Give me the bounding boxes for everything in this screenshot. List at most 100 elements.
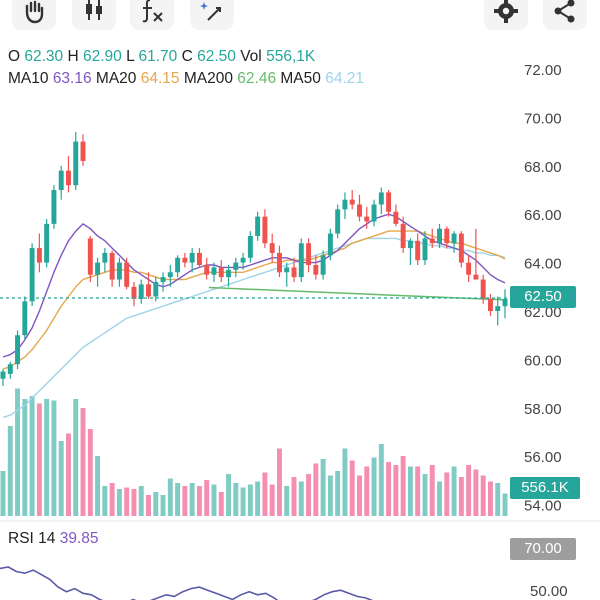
candle-body: [313, 265, 319, 275]
hand-tool-button[interactable]: [12, 0, 56, 30]
close-value: 62.50: [197, 48, 236, 65]
candle-body: [22, 301, 28, 336]
drawing-tools-button[interactable]: [190, 0, 234, 30]
candle-body: [204, 265, 210, 275]
candle-body: [182, 257, 188, 263]
settings-button[interactable]: [484, 0, 528, 30]
candle-body: [473, 274, 479, 280]
toolbar: [0, 0, 600, 34]
volume-bar: [146, 495, 151, 516]
candle-body: [444, 228, 450, 244]
ma20-label: MA20: [95, 70, 137, 87]
volume-bar: [437, 481, 442, 516]
candle-body: [218, 267, 224, 278]
volume-bar: [247, 484, 253, 516]
volume-bar: [109, 483, 115, 516]
volume-bar: [386, 462, 392, 516]
candle-body: [269, 243, 275, 253]
candle-body: [262, 216, 268, 244]
candle-body: [255, 216, 261, 236]
volume-bar: [44, 399, 50, 516]
candle-body: [109, 252, 115, 280]
volume-bar: [204, 480, 210, 516]
share-button[interactable]: [543, 0, 587, 30]
candle-body: [189, 252, 195, 263]
ma-row: MA10 63.16 MA20 64.15 MA200 62.46 MA50 6…: [8, 68, 364, 90]
candle-body: [160, 277, 166, 282]
volume-bar: [364, 466, 370, 516]
ma200-label: MA200: [183, 70, 233, 87]
volume-bar: [255, 481, 261, 516]
volume-bar: [7, 426, 13, 516]
rsi-line: [0, 566, 374, 600]
volume-bar: [66, 433, 71, 516]
candle-body: [276, 252, 282, 273]
current-volume-tag: 556.1K: [510, 477, 580, 499]
volume-bar: [211, 484, 217, 516]
close-label: C: [181, 48, 193, 65]
price-tick-label: 68.00: [524, 159, 562, 176]
ma50-line: [2, 237, 506, 419]
ma20-value: 64.15: [140, 70, 180, 87]
volume-bar: [371, 457, 377, 516]
candle-body: [51, 190, 57, 224]
share-icon: [554, 0, 575, 23]
candle-body: [480, 279, 486, 299]
candle-body: [466, 262, 472, 275]
candlestick-icon: [86, 0, 102, 20]
hand-icon: [25, 0, 44, 24]
candle-body: [102, 252, 108, 263]
volume-bar: [480, 475, 486, 516]
volume-bar: [36, 403, 42, 516]
volume-bar: [444, 472, 450, 516]
volume-bar: [196, 486, 202, 516]
chart-type-button[interactable]: [72, 0, 116, 30]
price-tick-label: 54.00: [524, 498, 562, 515]
volume-bar: [51, 400, 57, 516]
volume-bar: [87, 429, 93, 516]
volume-bar: [189, 483, 195, 516]
candle-body: [196, 252, 202, 266]
candle-body: [0, 371, 6, 379]
price-tick-label: 58.00: [524, 401, 562, 418]
volume-bar: [160, 495, 166, 516]
candle-body: [138, 284, 144, 299]
volume-bar: [102, 486, 108, 516]
candle-body: [167, 272, 173, 278]
candle-body: [342, 199, 348, 210]
candle-body: [378, 192, 384, 205]
candle-body: [15, 335, 21, 365]
rsi-name: RSI 14: [8, 530, 56, 547]
candle-body: [400, 223, 406, 249]
candle-body: [415, 240, 421, 261]
candle-body: [95, 262, 101, 275]
high-value: 62.90: [83, 48, 122, 65]
candle-body: [153, 281, 159, 297]
volume-bar: [73, 399, 79, 516]
candle-body: [66, 170, 71, 186]
candle-body: [29, 248, 35, 302]
low-label: L: [126, 48, 135, 65]
indicators-button[interactable]: [130, 0, 174, 30]
ohlc-legend: O 62.30 H 62.90 L 61.70 C 62.50 Vol 556,…: [8, 46, 364, 90]
candle-body: [393, 211, 399, 224]
volume-bar: [218, 492, 224, 516]
ma10-line: [2, 213, 506, 358]
candle-body: [226, 269, 232, 278]
candle-body: [335, 209, 341, 234]
volume-bar: [124, 487, 130, 516]
price-tick-label: 70.00: [524, 110, 562, 127]
volume-bar: [378, 444, 384, 516]
volume-bar: [276, 448, 282, 516]
candle-body: [364, 216, 370, 222]
volume-bar: [451, 466, 457, 516]
rsi-tick-50: 50.00: [530, 583, 568, 600]
volume-label: Vol: [240, 48, 262, 65]
volume-bar: [240, 487, 246, 516]
rsi-70-tag: 70.00: [510, 538, 576, 560]
volume-bar: [407, 466, 413, 516]
price-tick-label: 56.00: [524, 449, 562, 466]
volume-bar: [313, 463, 319, 516]
volume-bar: [466, 465, 472, 516]
